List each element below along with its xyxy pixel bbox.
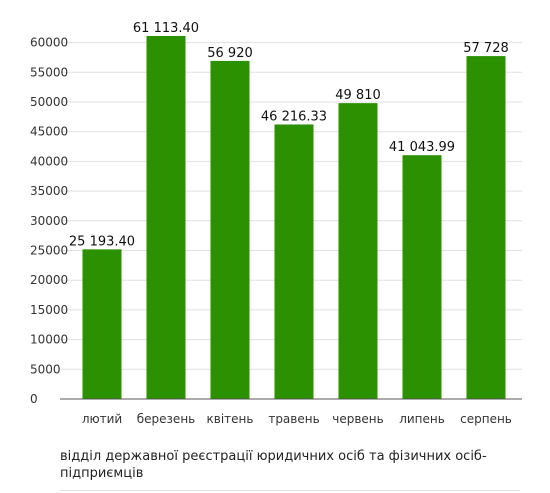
caption-divider xyxy=(60,490,520,491)
chart-caption: відділ державної реєстрації юридичних ос… xyxy=(60,449,487,481)
data-label: 25 193.40 xyxy=(69,234,135,249)
y-axis-ticks: 0 5000 10000 15000 20000 25000 30000 35000 40000… xyxy=(30,36,68,406)
y-tick-label: 30000 xyxy=(30,214,68,228)
data-label: 49 810 xyxy=(335,88,381,103)
y-tick-label: 10000 xyxy=(30,333,68,347)
x-tick-label: квітень xyxy=(207,412,254,426)
y-tick-label: 35000 xyxy=(30,184,68,198)
y-tick-label: 20000 xyxy=(30,273,68,287)
bar-chart: 0 5000 10000 15000 20000 25000 30000 35000 40000… xyxy=(30,21,522,426)
x-tick-label: травень xyxy=(268,412,319,426)
bar xyxy=(338,103,378,399)
bar xyxy=(466,56,506,400)
y-tick-label: 45000 xyxy=(30,125,68,139)
data-labels: 25 193.40 61 113.40 56 920 46 216.33 49 810 4… xyxy=(69,21,509,249)
x-tick-label: серпень xyxy=(460,412,512,426)
y-tick-label: 55000 xyxy=(30,65,68,79)
x-tick-label: лютий xyxy=(82,412,122,426)
y-tick-label: 25000 xyxy=(30,244,68,258)
data-label: 56 920 xyxy=(207,46,253,61)
y-tick-label: 15000 xyxy=(30,303,68,317)
bar xyxy=(146,35,186,400)
bar xyxy=(274,124,314,399)
y-tick-label: 0 xyxy=(30,392,38,406)
bar xyxy=(82,249,122,399)
y-tick-label: 5000 xyxy=(30,362,61,376)
data-label: 61 113.40 xyxy=(133,21,199,36)
x-tick-label: липень xyxy=(399,412,445,426)
y-tick-label: 40000 xyxy=(30,154,68,168)
x-tick-label: червень xyxy=(332,412,383,426)
data-label: 57 728 xyxy=(463,41,509,56)
x-tick-label: березень xyxy=(137,412,195,426)
data-label: 46 216.33 xyxy=(261,109,327,124)
bars xyxy=(82,35,506,400)
y-tick-label: 60000 xyxy=(30,36,68,50)
x-axis-labels: лютий березень квітень травень червень липень… xyxy=(82,412,512,426)
data-label: 41 043.99 xyxy=(389,140,455,155)
bar xyxy=(402,155,442,399)
y-tick-label: 50000 xyxy=(30,95,68,109)
bar xyxy=(210,60,250,399)
